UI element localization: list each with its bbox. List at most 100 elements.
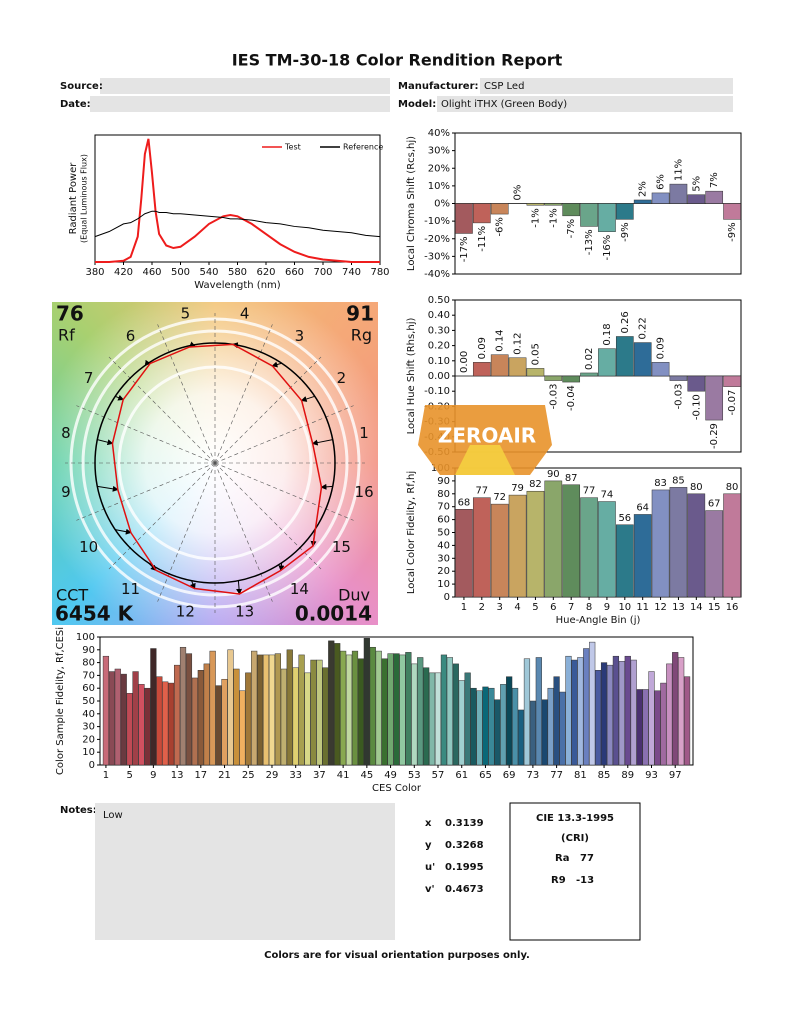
value-label: 0.26 xyxy=(620,311,631,333)
bar xyxy=(544,375,563,381)
y-tick-label: 0.30 xyxy=(428,325,450,336)
bar xyxy=(615,524,634,598)
bar xyxy=(257,654,264,766)
value-label: 77 xyxy=(475,486,488,497)
bar xyxy=(547,687,554,766)
watermark-shield xyxy=(418,405,552,475)
shift-arrow xyxy=(271,361,282,368)
x-tick-label: 2 xyxy=(479,602,485,613)
value-label: 0% xyxy=(513,185,524,201)
y-tick-label: 40 xyxy=(82,709,95,720)
x-tick-label: 25 xyxy=(242,770,255,781)
bar xyxy=(705,375,724,421)
chromaticity-value: 0.3139 xyxy=(445,818,484,829)
x-tick-label: 8 xyxy=(586,602,592,613)
bin-label: 8 xyxy=(61,424,71,442)
bar xyxy=(687,375,706,392)
bar xyxy=(428,672,436,766)
y-tick-label: 0 xyxy=(89,760,95,771)
y-axis-sublabel: (Equal Luminous Flux) xyxy=(80,154,89,243)
y-tick-label: 0.20 xyxy=(428,341,450,352)
value-label: -16% xyxy=(602,235,613,261)
bar xyxy=(598,501,616,598)
x-tick-label: 15 xyxy=(708,602,721,613)
bar xyxy=(482,686,489,766)
x-tick-label: 61 xyxy=(455,770,468,781)
bar xyxy=(651,489,670,598)
bar xyxy=(215,685,222,766)
bar xyxy=(606,664,614,766)
value-label: 0.05 xyxy=(530,343,541,365)
bar xyxy=(310,659,317,766)
x-tick-label: 45 xyxy=(360,770,373,781)
x-tick-label: 81 xyxy=(574,770,587,781)
bar xyxy=(589,641,596,766)
x-tick-label: 41 xyxy=(337,770,350,781)
y-tick-label: 40% xyxy=(428,128,450,139)
watermark-text: ZEROAIR xyxy=(438,424,536,448)
bar xyxy=(544,480,563,598)
bin-label: 5 xyxy=(181,304,191,322)
bar xyxy=(351,650,359,766)
bar xyxy=(185,653,193,766)
rf-label: Rf xyxy=(58,326,75,345)
x-tick-label: 620 xyxy=(256,267,275,278)
shift-arrow xyxy=(115,394,125,401)
reference-circle xyxy=(94,342,336,584)
bar xyxy=(687,493,706,598)
value-label: -9% xyxy=(620,222,631,241)
x-tick-label: 11 xyxy=(636,602,649,613)
bar xyxy=(108,671,115,766)
bar xyxy=(723,375,741,387)
bar xyxy=(316,659,323,766)
value-label: 0.09 xyxy=(477,337,488,359)
bar xyxy=(405,652,412,766)
bar xyxy=(600,662,608,766)
chromaticity-label: u' xyxy=(425,862,435,873)
bin-boundary xyxy=(214,405,354,464)
bar xyxy=(633,342,652,377)
bar xyxy=(233,668,240,766)
bar xyxy=(618,661,625,766)
x-tick-label: 9 xyxy=(604,602,610,613)
bar xyxy=(381,658,388,766)
bar xyxy=(472,203,491,224)
bar xyxy=(251,650,258,766)
shift-arrow xyxy=(236,580,243,595)
bar xyxy=(138,684,145,766)
bar xyxy=(660,682,667,766)
value-label: -1% xyxy=(548,208,559,227)
bin-label: 9 xyxy=(61,483,71,501)
x-tick-label: 33 xyxy=(289,770,302,781)
ra-value: 77 xyxy=(580,853,594,864)
bar xyxy=(245,672,252,766)
source-label: Source: xyxy=(60,81,103,92)
x-tick-label: 17 xyxy=(194,770,207,781)
bin-boundary xyxy=(157,462,216,602)
manufacturer-label: Manufacturer: xyxy=(398,81,479,92)
guide-ring xyxy=(81,329,349,597)
value-label: 0.14 xyxy=(495,329,506,351)
value-label: 79 xyxy=(511,483,524,494)
test-polygon xyxy=(111,343,323,595)
bar xyxy=(523,658,531,766)
value-label: 0.02 xyxy=(584,348,595,370)
bar xyxy=(399,654,406,766)
x-tick-label: 65 xyxy=(479,770,492,781)
x-tick-label: 14 xyxy=(690,602,703,613)
cri-box xyxy=(509,802,641,941)
value-label: -13% xyxy=(584,229,595,255)
bar xyxy=(363,638,370,766)
watermark-road xyxy=(455,445,515,475)
x-tick-label: 660 xyxy=(285,267,304,278)
bar xyxy=(227,649,234,766)
series-line xyxy=(95,138,380,263)
value-label: 0.18 xyxy=(602,323,613,345)
report-title: IES TM-30-18 Color Rendition Report xyxy=(232,51,563,70)
bar xyxy=(648,671,655,766)
notes-label: Notes: xyxy=(60,805,97,816)
bar xyxy=(526,490,545,598)
shift-arrow xyxy=(115,528,132,535)
value-label: 0.09 xyxy=(656,337,667,359)
bin-label: 3 xyxy=(295,327,305,345)
